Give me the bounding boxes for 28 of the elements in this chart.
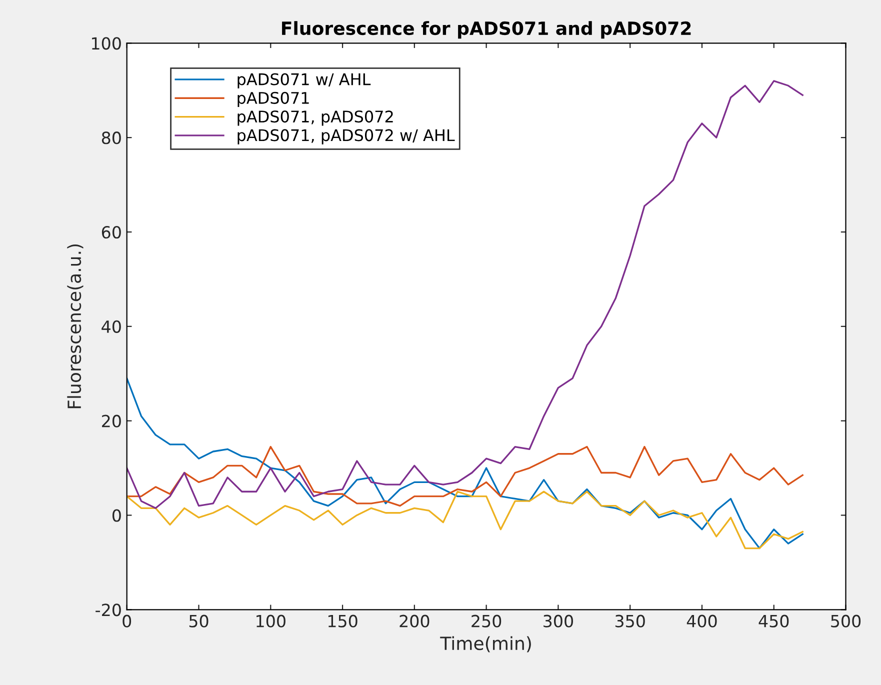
legend-label: pADS071 bbox=[238, 92, 309, 108]
legend-label: pADS071, pADS072 bbox=[238, 110, 393, 126]
line-series bbox=[126, 446, 804, 507]
y-tick-label: 40 bbox=[102, 320, 121, 333]
x-tick-label: 350 bbox=[615, 614, 645, 628]
y-tick-label: -20 bbox=[96, 604, 121, 616]
legend-label: pADS071 w/ AHL bbox=[238, 73, 371, 88]
x-tick-label: 250 bbox=[472, 614, 502, 628]
x-tick-label: 450 bbox=[758, 614, 789, 628]
y-tick-label: 100 bbox=[92, 37, 121, 50]
x-tick-label: 500 bbox=[831, 614, 861, 628]
line-series bbox=[126, 490, 804, 550]
x-tick-label: 300 bbox=[544, 614, 573, 628]
chart-title: Fluorescence for pADS071 and pADS072 bbox=[282, 21, 691, 39]
x-tick-label: 400 bbox=[686, 614, 717, 628]
x-tick-label: 50 bbox=[189, 614, 208, 628]
x-tick-label: 200 bbox=[400, 614, 430, 628]
line-series bbox=[126, 377, 804, 550]
y-axis-title: Fluorescence(a.u.) bbox=[67, 244, 84, 408]
x-tick-label: 100 bbox=[256, 614, 286, 628]
x-axis-title: Time(min) bbox=[440, 636, 531, 652]
legend-label: pADS071, pADS072 w/ AHL bbox=[238, 129, 455, 144]
y-tick-label: 20 bbox=[102, 414, 121, 428]
x-tick-label: 150 bbox=[328, 614, 358, 628]
y-tick-label: 60 bbox=[102, 226, 121, 239]
y-tick-label: 80 bbox=[102, 132, 121, 144]
x-tick-label: 0 bbox=[122, 614, 132, 628]
y-tick-label: 0 bbox=[112, 509, 121, 522]
